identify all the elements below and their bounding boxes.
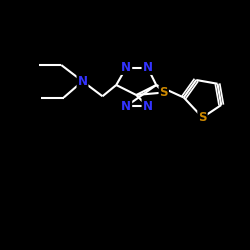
Text: S: S (160, 86, 168, 99)
Text: S: S (198, 111, 207, 124)
Text: N: N (121, 61, 131, 74)
Text: N: N (142, 100, 152, 113)
Text: N: N (142, 61, 152, 74)
Text: N: N (121, 100, 131, 113)
Text: N: N (78, 75, 88, 88)
